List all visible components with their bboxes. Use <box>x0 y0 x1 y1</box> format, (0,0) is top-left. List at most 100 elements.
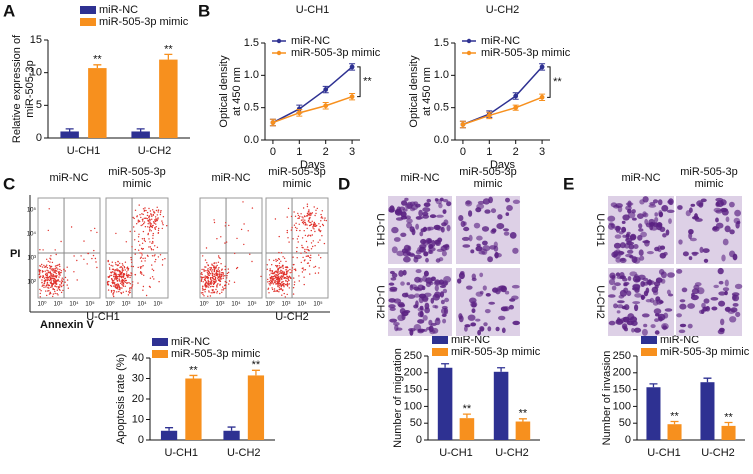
flow-dot <box>111 282 114 284</box>
flow-dot <box>278 283 281 285</box>
flow-dot <box>129 289 131 291</box>
flow-dot <box>277 285 279 288</box>
flow-dot <box>52 273 54 276</box>
cell <box>658 316 663 322</box>
flow-dot <box>212 275 214 278</box>
flow-dot <box>151 255 154 257</box>
flow-dot <box>157 209 160 211</box>
x-tick-label: U-CH1 <box>67 145 101 157</box>
flow-dot <box>143 222 145 225</box>
point <box>513 93 519 99</box>
cell <box>398 270 404 277</box>
flow-dot <box>296 257 298 259</box>
flow-dot <box>218 270 220 272</box>
cell <box>426 326 432 331</box>
flow-dot <box>66 279 69 281</box>
flow-plot <box>105 197 169 299</box>
flow-dot <box>284 273 286 276</box>
flow-tick-label: 10⁰ <box>105 301 115 308</box>
flow-group: U-CH2 <box>275 311 309 323</box>
flow-dot <box>274 274 276 277</box>
flow-dot <box>140 256 142 258</box>
flow-dot <box>302 217 304 219</box>
cell <box>491 228 497 233</box>
cell <box>611 285 617 291</box>
flow-dot <box>48 279 51 282</box>
flow-dot <box>112 265 114 267</box>
flow-dot <box>202 288 204 291</box>
flow-dot <box>149 224 152 226</box>
cell <box>608 320 616 326</box>
flow-dot <box>152 221 155 223</box>
cell <box>627 208 632 214</box>
flow-dot <box>278 285 280 287</box>
x-tick-label: 0 <box>270 146 276 158</box>
flow-dot <box>212 272 214 274</box>
flow-dot <box>202 255 204 257</box>
error-bar <box>136 128 145 132</box>
flow-dot <box>114 284 117 286</box>
cell <box>717 267 724 275</box>
flow-dot <box>282 270 284 273</box>
flow-dot <box>117 273 119 276</box>
flow-dot <box>323 219 326 221</box>
flow-dot <box>139 244 141 246</box>
cell <box>632 275 641 283</box>
flow-dot <box>219 277 221 280</box>
flow-dot <box>40 275 42 277</box>
flow-dot <box>271 281 273 283</box>
chart-title: U-CH2 <box>486 4 520 16</box>
flow-dot <box>137 236 140 238</box>
cell <box>715 217 719 223</box>
flow-dot <box>276 289 278 292</box>
flow-dot <box>266 264 268 266</box>
bar <box>700 382 715 440</box>
cell <box>495 326 500 332</box>
flow-dot <box>302 219 304 221</box>
flow-dot <box>63 278 65 280</box>
cell <box>389 286 398 291</box>
flow-dot <box>301 271 304 273</box>
cell <box>471 308 476 314</box>
flow-dot <box>112 293 114 295</box>
flow-dot <box>212 283 215 286</box>
flow-dot <box>220 236 222 238</box>
cell <box>618 231 624 235</box>
flow-dot <box>118 275 121 277</box>
flow-dot <box>271 288 274 291</box>
flow-dot <box>154 212 156 214</box>
flow-dot <box>151 215 153 217</box>
flow-dot <box>269 270 271 272</box>
flow-dot <box>308 265 311 267</box>
flow-dot <box>49 271 51 273</box>
flow-dot <box>154 261 156 263</box>
flow-dot <box>138 204 140 206</box>
cell <box>656 223 663 231</box>
flow-tick-label: 10³ <box>54 302 63 308</box>
flow-dot <box>146 211 149 214</box>
flow-dot <box>303 260 306 262</box>
flow-dot <box>217 275 219 277</box>
flow-dot <box>204 285 206 287</box>
flow-dot <box>285 260 287 263</box>
flow-dot <box>154 219 156 221</box>
flow-dot <box>52 277 54 279</box>
bar <box>437 367 453 440</box>
flow-dot <box>226 275 228 277</box>
significance: ** <box>363 76 372 88</box>
cell <box>729 250 736 258</box>
flow-dot <box>162 259 164 261</box>
flow-dot <box>115 287 118 289</box>
flow-dot <box>318 223 320 225</box>
flow-dot <box>311 220 313 222</box>
row-label: U-CH1 <box>594 213 606 247</box>
flow-dot <box>144 260 146 262</box>
flow-dot <box>272 273 274 275</box>
flow-dot <box>129 230 131 233</box>
flow-dot <box>148 216 150 219</box>
flow-dot <box>283 257 286 259</box>
flow-dot <box>139 272 142 274</box>
cell <box>503 231 510 236</box>
flow-dot <box>83 240 85 242</box>
flow-dot <box>208 291 210 293</box>
